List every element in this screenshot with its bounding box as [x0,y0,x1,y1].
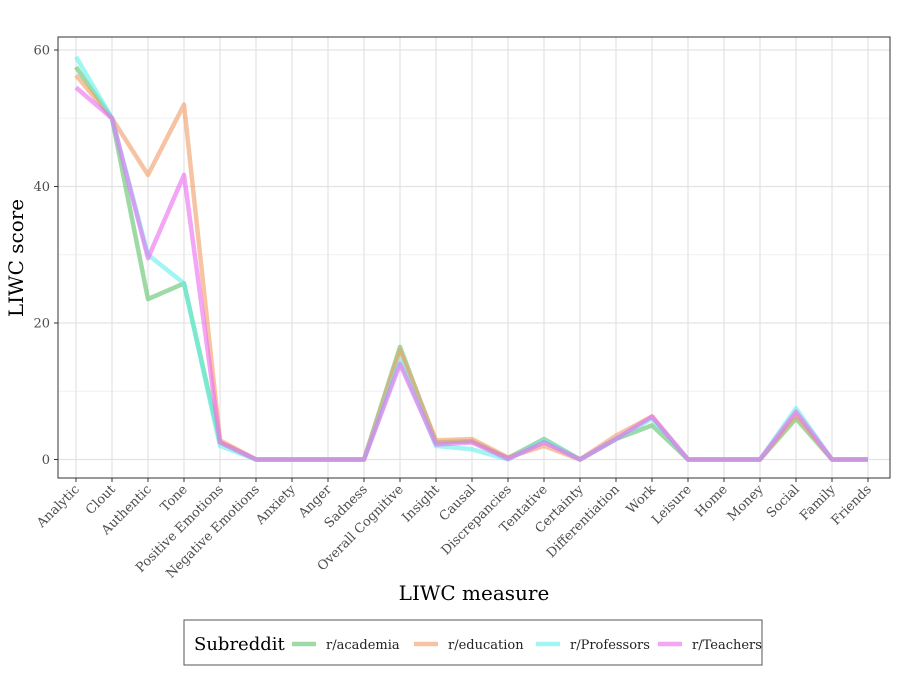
x-tick-label: Social [764,482,803,521]
grid-lines [58,37,890,478]
plot-panel-border [57,36,891,479]
x-tick-label: Anxiety [253,482,300,529]
y-tick-label: 0 [42,453,50,468]
y-axis-ticks: 0 20 40 60 [33,44,58,468]
series-line-r-teachers [74,85,868,462]
legend-items: r/academia r/education r/Professors r/Teach… [292,638,762,653]
series-lines [74,55,868,462]
legend-label: r/education [448,638,524,653]
x-tick-label: Insight [400,482,444,526]
x-tick-label: Leisure [649,482,695,528]
y-tick-label: 20 [33,317,50,332]
y-tick-label: 60 [33,44,50,59]
x-tick-label: Tone [158,482,191,515]
x-tick-label: Analytic [34,482,83,531]
legend-label: r/Teachers [692,638,762,653]
y-axis-title: LIWC score [4,199,28,317]
y-tick-label: 40 [33,180,50,195]
x-axis-title: LIWC measure [399,581,550,605]
x-tick-label: Friends [829,482,875,528]
legend: Subreddit r/academia r/education r/Profess… [183,619,763,666]
legend-title: Subreddit [194,634,286,655]
legend-label: r/Professors [570,638,650,653]
x-tick-label: Money [725,482,768,525]
legend-label: r/academia [326,638,400,653]
